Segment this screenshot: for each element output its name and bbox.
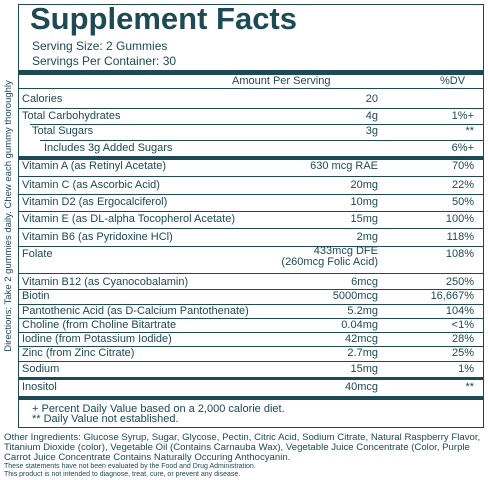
nutrient-name: Vitamin B6 (as Pyridoxine HCl) — [22, 231, 173, 243]
rule — [18, 318, 484, 319]
nutrient-name: Sodium — [22, 363, 60, 375]
rule — [18, 361, 484, 362]
amount-note: (260mcg Folic Acid) — [281, 256, 378, 268]
daily-value: 104% — [445, 305, 474, 317]
amount: 42mcg — [344, 333, 378, 345]
rule — [18, 377, 484, 380]
rule — [18, 346, 484, 347]
rule — [18, 332, 484, 333]
nutrient-name: Includes 3g Added Sugars — [44, 142, 173, 154]
other-ingredients: Other Ingredients: Glucose Syrup, Sugar,… — [4, 432, 481, 463]
footnote: + Percent Daily Value based on a 2,000 c… — [32, 403, 285, 415]
rule — [18, 273, 484, 274]
daily-value: 1%+ — [451, 110, 474, 122]
rule — [18, 70, 484, 75]
nutrient-name: Vitamin D2 (as Ergocalciferol) — [22, 196, 168, 208]
disclaimer: This product is not intended to diagnose… — [4, 471, 241, 478]
column-header: %DV — [440, 75, 466, 87]
title: Supplement Facts — [30, 1, 297, 36]
column-header: Amount Per Serving — [232, 75, 331, 87]
daily-value: 118% — [446, 231, 474, 243]
servings-per-container: Servings Per Container: 30 — [32, 54, 177, 68]
daily-value: 1% — [458, 363, 474, 375]
amount: 3g — [365, 125, 378, 137]
daily-value: 22% — [451, 179, 474, 191]
directions: Directions: Take 2 gummies daily. Chew e… — [3, 80, 14, 352]
amount: 4g — [365, 110, 378, 122]
amount: 20 — [365, 93, 378, 105]
daily-value: ** — [465, 381, 474, 393]
nutrient-name: Vitamin E (as DL-alpha Tocopherol Acetat… — [22, 213, 235, 225]
rule — [18, 156, 484, 160]
rule — [30, 124, 484, 125]
rule — [18, 194, 484, 195]
amount: 40mcg — [344, 381, 378, 393]
nutrient-name: Choline (from Choline Bitartrate — [22, 319, 177, 331]
nutrient-name: Zinc (from Zinc Citrate) — [22, 347, 135, 359]
amount: 5000mcg — [332, 290, 378, 302]
daily-value: 50% — [451, 196, 474, 208]
amount: 5.2mg — [347, 305, 378, 317]
nutrient-name: Biotin — [22, 290, 50, 302]
rule — [18, 289, 484, 290]
rule — [18, 246, 484, 247]
amount: 630 mcg RAE — [310, 160, 378, 172]
footnote: ** Daily Value not established. — [32, 413, 179, 425]
nutrient-name: Pantothenic Acid (as D-Calcium Pantothen… — [22, 305, 249, 317]
rule — [18, 176, 484, 177]
rule — [18, 88, 484, 89]
amount: 15mg — [350, 213, 378, 225]
label-box — [18, 4, 484, 428]
nutrient-name: Total Sugars — [32, 125, 94, 137]
amount: 10mg — [350, 196, 378, 208]
rule — [40, 140, 484, 141]
rule — [18, 228, 484, 229]
daily-value: 250% — [445, 276, 474, 288]
nutrient-name: Inositol — [22, 381, 57, 393]
rule — [18, 396, 484, 400]
amount: 6mcg — [351, 276, 378, 288]
nutrient-name: Folate — [22, 248, 53, 260]
rule — [18, 211, 484, 212]
daily-value: 100% — [445, 213, 474, 225]
amount: 2mg — [356, 231, 378, 243]
daily-value: <1% — [451, 319, 474, 331]
rule — [18, 108, 484, 109]
amount: 20mg — [350, 179, 378, 191]
daily-value: 108% — [445, 248, 474, 260]
serving-size: Serving Size: 2 Gummies — [32, 39, 168, 53]
daily-value: 28% — [451, 333, 474, 345]
daily-value: 70% — [451, 160, 474, 172]
daily-value: 6%+ — [451, 142, 474, 154]
daily-value: 25% — [451, 347, 474, 359]
nutrient-name: Total Carbohydrates — [22, 110, 121, 122]
rule — [18, 304, 484, 305]
nutrient-name: Calories — [22, 93, 63, 105]
disclaimer: These statements have not been evaluated… — [4, 463, 256, 470]
daily-value: ** — [465, 125, 474, 137]
nutrient-name: Iodine (from Potassium Iodide) — [22, 333, 172, 345]
amount: 433mcg DFE — [313, 245, 378, 257]
nutrient-name: Vitamin C (as Ascorbic Acid) — [22, 179, 160, 191]
amount: 0.04mg — [341, 319, 378, 331]
nutrient-name: Vitamin B12 (as Cyanocobalamin) — [22, 276, 189, 288]
nutrient-name: Vitamin A (as Retinyl Acetate) — [22, 160, 167, 172]
amount: 15mg — [350, 363, 378, 375]
daily-value: 16,667% — [430, 290, 474, 302]
amount: 2.7mg — [347, 347, 378, 359]
